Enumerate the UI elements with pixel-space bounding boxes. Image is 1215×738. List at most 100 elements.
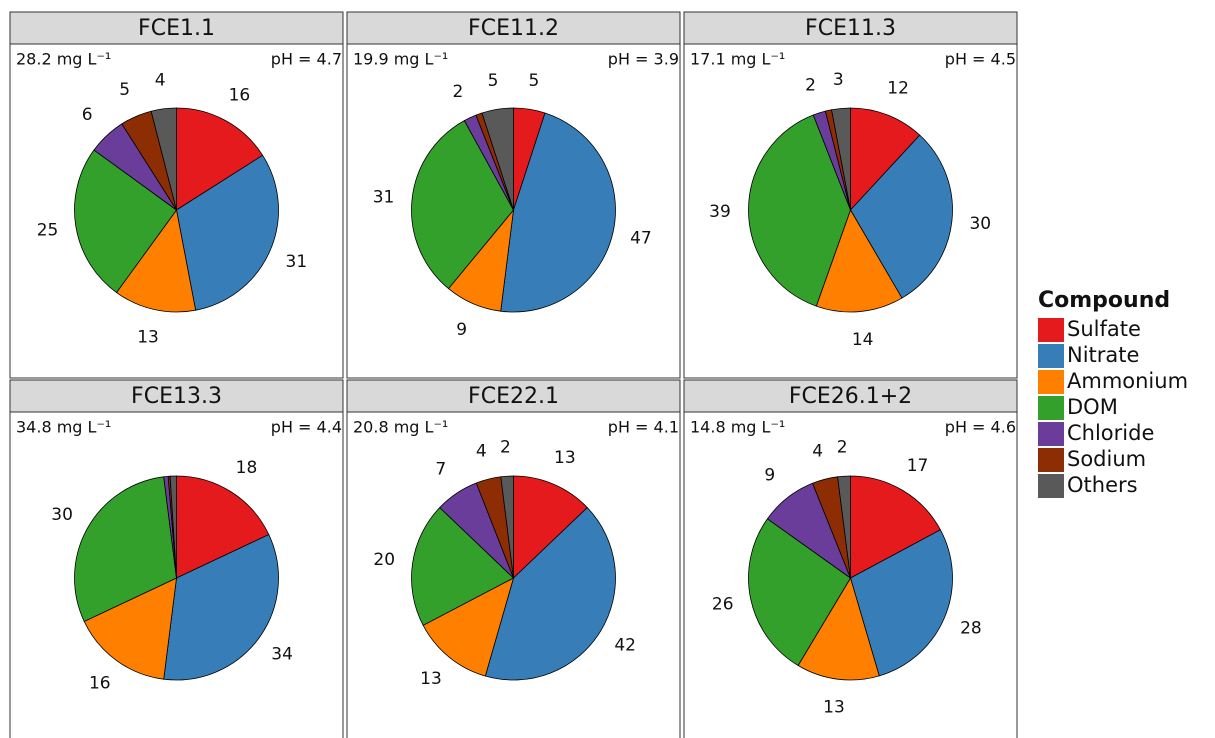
pie-slice — [748, 518, 852, 667]
slice-label: 5 — [529, 71, 540, 91]
legend-title: Compound — [1038, 288, 1170, 313]
slice-label: 42 — [614, 636, 636, 656]
slice-label: 6 — [82, 105, 93, 125]
slice-label: 12 — [887, 78, 909, 98]
pie-slice — [850, 134, 953, 299]
pie-slice — [481, 107, 514, 211]
legend-label: Others — [1067, 473, 1138, 497]
panel-title: FCE26.1+2 — [789, 384, 912, 409]
legend-label: Ammonium — [1067, 369, 1188, 393]
slice-label: 31 — [373, 188, 395, 208]
strip — [9, 11, 344, 45]
panel-title: FCE11.3 — [805, 16, 896, 41]
slice-label: 26 — [712, 595, 734, 615]
pie-slice — [176, 475, 270, 579]
panel-title: FCE13.3 — [131, 384, 222, 409]
pie-slice — [176, 154, 279, 311]
pie-slice — [169, 475, 177, 579]
panel-title: FCE11.2 — [468, 16, 559, 41]
concentration: 17.1 mg L⁻¹ — [690, 50, 785, 69]
pie-slice — [176, 107, 264, 211]
pie-slice — [150, 107, 177, 211]
pie-slice — [748, 114, 851, 307]
slice-label: 39 — [709, 202, 731, 222]
legend-label: Nitrate — [1067, 343, 1139, 367]
strip — [9, 379, 344, 413]
slice-label: 14 — [852, 330, 874, 350]
ph-label: pH = 4.4 — [271, 418, 342, 437]
slice-label: 2 — [805, 76, 816, 96]
panel — [346, 43, 681, 379]
pie-slice — [411, 507, 515, 626]
legend-swatch — [1038, 448, 1064, 472]
slice-label: 7 — [435, 460, 446, 480]
slice-label: 9 — [456, 320, 467, 340]
slice-label: 28 — [960, 618, 982, 638]
pie-slice — [797, 577, 880, 681]
slice-label: 4 — [812, 442, 823, 462]
concentration: 14.8 mg L⁻¹ — [690, 418, 785, 437]
pie-slice — [422, 577, 515, 677]
slice-label: 2 — [837, 438, 848, 458]
legend-label: Chloride — [1067, 421, 1154, 445]
pie-slice — [74, 476, 177, 622]
pie-slice — [484, 507, 616, 681]
panel — [9, 43, 344, 379]
panel-title: FCE22.1 — [468, 384, 559, 409]
legend-label: Sodium — [1067, 447, 1146, 471]
slice-label: 2 — [500, 438, 511, 458]
slice-label: 13 — [554, 448, 576, 468]
panel — [346, 411, 681, 738]
concentration: 19.9 mg L⁻¹ — [353, 50, 448, 69]
legend-swatch — [1038, 396, 1064, 420]
pie-slice — [115, 209, 197, 313]
slice-label: 17 — [907, 456, 929, 476]
slice-label: 47 — [630, 228, 652, 248]
slice-label: 9 — [764, 465, 775, 485]
slice-label: 18 — [236, 458, 258, 478]
slice-label: 5 — [119, 80, 130, 100]
strip — [346, 379, 681, 413]
pie-slice — [850, 529, 953, 677]
legend-label: DOM — [1067, 395, 1118, 419]
pie-slice — [163, 534, 279, 681]
slice-label: 13 — [137, 327, 159, 347]
pie-slice — [815, 209, 903, 313]
pie-slice — [850, 475, 941, 579]
concentration: 34.8 mg L⁻¹ — [16, 418, 111, 437]
pie-slice — [74, 149, 178, 294]
ph-label: pH = 4.6 — [945, 418, 1016, 437]
pie-slice — [831, 107, 851, 211]
pie-slice — [500, 112, 616, 313]
legend-swatch — [1038, 344, 1064, 368]
concentration: 28.2 mg L⁻¹ — [16, 50, 111, 69]
legend-label: Sulfate — [1067, 317, 1141, 341]
slice-label: 3 — [833, 70, 844, 90]
slice-label: 34 — [271, 645, 293, 665]
legend-swatch — [1038, 318, 1064, 342]
pie-slice — [500, 475, 514, 579]
panel — [683, 43, 1018, 379]
panel-title: FCE1.1 — [138, 16, 215, 41]
slice-label: 5 — [488, 71, 499, 91]
slice-label: 4 — [476, 441, 487, 461]
panel — [9, 411, 344, 738]
slice-label: 16 — [229, 86, 251, 106]
ph-label: pH = 4.5 — [945, 50, 1016, 69]
slice-label: 13 — [823, 698, 845, 718]
slice-label: 13 — [420, 669, 442, 689]
legend-swatch — [1038, 474, 1064, 498]
ph-label: pH = 4.7 — [271, 50, 342, 69]
panel — [683, 411, 1018, 738]
pie-slice — [83, 577, 177, 680]
pie-slice — [513, 475, 588, 579]
slice-label: 30 — [969, 214, 991, 234]
legend-swatch — [1038, 370, 1064, 394]
slice-label: 30 — [51, 505, 73, 525]
slice-label: 25 — [37, 220, 59, 240]
slice-label: 31 — [286, 252, 308, 272]
ph-label: pH = 3.9 — [608, 50, 679, 69]
pie-slice — [411, 120, 514, 290]
concentration: 20.8 mg L⁻¹ — [353, 418, 448, 437]
